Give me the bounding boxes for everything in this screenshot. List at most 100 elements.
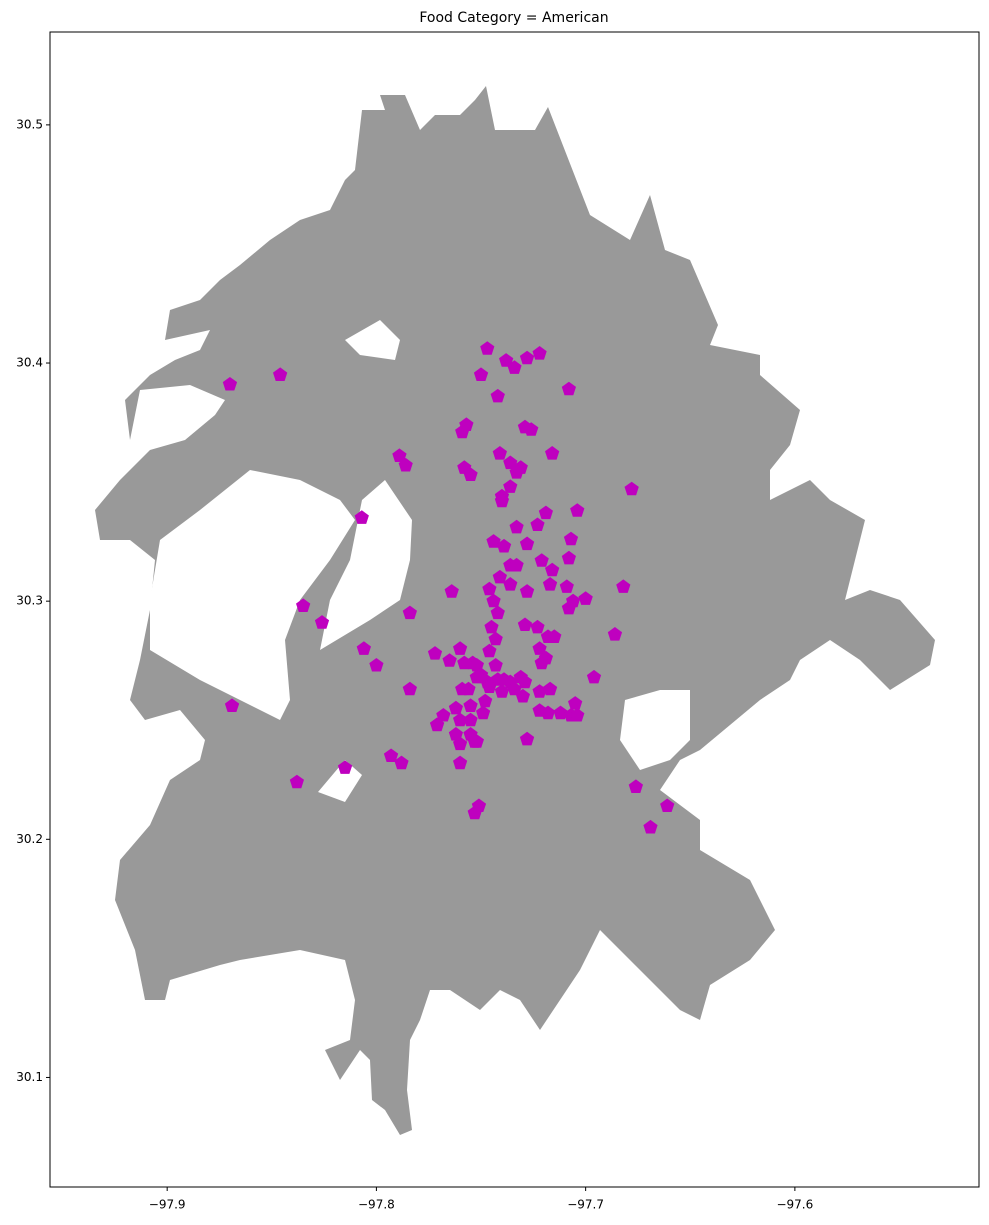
restaurant-point [553,705,568,720]
restaurant-point [563,531,579,546]
restaurant-point [444,584,459,598]
restaurant-point [427,646,443,660]
restaurant-point [578,591,593,605]
restaurant-point [530,619,545,634]
restaurant-point [530,517,545,531]
restaurant-point [540,705,556,720]
city-boundary [95,86,935,1135]
restaurant-point [643,819,658,834]
restaurant-point [482,679,497,693]
restaurant-point [628,779,643,793]
restaurant-point [484,619,499,634]
x-tick-label: −97.9 [149,1198,186,1212]
restaurant-point [494,493,510,508]
map-hole [345,320,400,360]
restaurant-point [561,600,576,615]
restaurant-point [392,448,407,462]
restaurant-point [660,798,675,812]
restaurant-point [607,627,623,641]
restaurant-point [224,698,240,712]
chart-title: Food Category = American [419,10,608,26]
x-tick-label: −97.7 [567,1198,604,1212]
restaurant-point [519,584,535,598]
restaurant-point [488,658,503,672]
restaurant-point [471,798,487,812]
y-tick-label: 30.2 [16,832,43,846]
restaurant-point [507,360,522,374]
restaurant-point [534,553,549,567]
restaurant-point [453,641,468,655]
restaurant-point [509,519,524,534]
restaurant-point [430,717,445,732]
restaurant-point [559,579,574,593]
restaurant-point [296,598,311,612]
restaurant-point [519,536,535,551]
restaurant-point [463,467,478,481]
restaurant-point [478,693,493,708]
y-tick-label: 30.5 [16,117,43,131]
restaurant-point [509,465,524,479]
restaurant-point [507,681,522,696]
restaurant-point [222,377,238,391]
restaurant-point [394,755,409,770]
restaurant-point [545,446,560,460]
restaurant-point [496,538,512,553]
restaurant-point [538,505,553,520]
restaurant-point [503,577,518,591]
restaurant-point [570,503,585,517]
restaurant-point [356,641,371,655]
restaurant-point [337,760,353,774]
restaurant-point [453,755,468,770]
restaurant-point [383,748,399,762]
restaurant-point [402,681,417,696]
restaurant-point [453,712,468,727]
restaurant-point [519,350,535,365]
restaurant-point [532,641,547,655]
restaurant-point [519,731,535,746]
restaurant-point [586,669,602,684]
restaurant-point [448,700,463,715]
restaurant-point [398,457,413,472]
x-tick-label: −97.8 [358,1198,395,1212]
restaurant-point [524,422,539,436]
y-tick-label: 30.1 [16,1070,43,1084]
restaurant-point [482,643,497,658]
restaurant-point [542,681,558,696]
restaurant-point [486,593,501,608]
restaurant-point [448,727,463,741]
restaurant-point [509,557,524,572]
restaurant-point [624,481,639,496]
map-hole [150,470,355,720]
map-hole [318,760,362,802]
restaurant-point [492,569,507,584]
restaurant-point [494,684,510,698]
restaurant-point [616,579,631,593]
restaurant-point [459,417,474,431]
restaurant-point [561,550,576,565]
map-hole [320,480,412,650]
restaurant-point [517,674,533,689]
restaurant-point [455,681,470,696]
restaurant-point [469,734,484,748]
restaurant-point [499,353,514,367]
restaurant-point [289,774,304,789]
city-map [95,86,935,1135]
restaurant-point [476,705,491,720]
restaurant-point [547,629,562,643]
restaurant-point [463,698,478,712]
restaurant-point [314,615,330,629]
restaurant-point [402,605,417,620]
restaurant-point [463,712,478,727]
restaurant-point [534,655,549,670]
restaurant-point [473,367,489,381]
restaurant-point [469,669,484,684]
restaurant-point [490,605,505,620]
restaurant-point [436,708,451,722]
restaurant-point [369,658,384,672]
y-tick-label: 30.3 [16,594,43,608]
restaurant-point [532,346,547,360]
y-tick-label: 30.4 [16,356,43,370]
restaurant-point [488,631,503,646]
restaurant-point [480,341,495,355]
